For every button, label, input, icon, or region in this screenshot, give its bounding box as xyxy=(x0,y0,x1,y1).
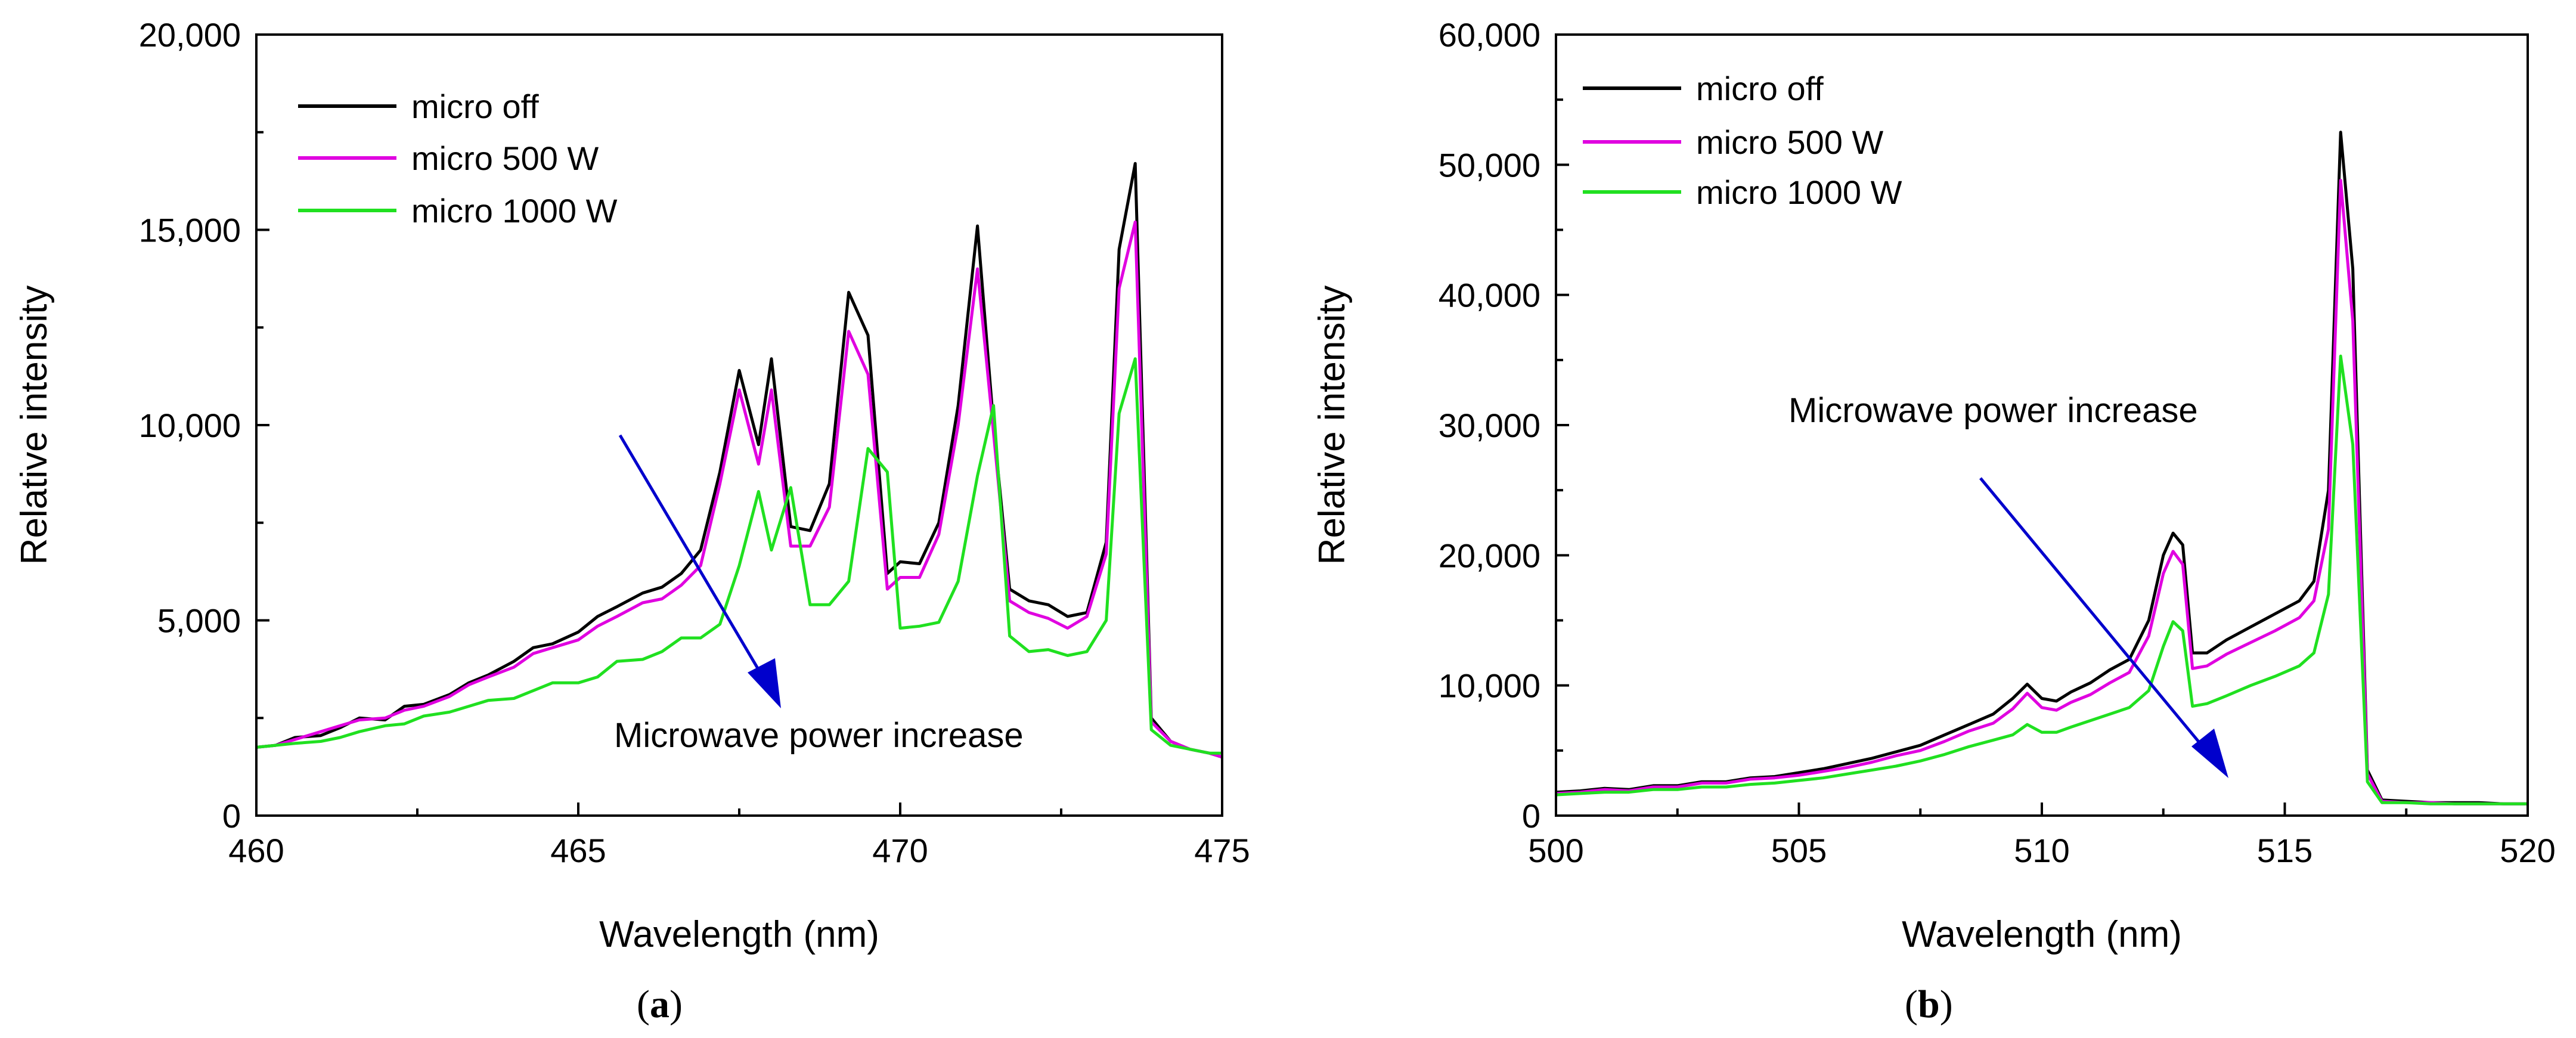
chart-b-legend-label-micro-500w: micro 500 W xyxy=(1696,123,1883,161)
chart-panel-a: 460 465 470 475 0 5,000 10,000 15,000 20,000 Wav… xyxy=(14,16,1250,1026)
chart-a-legend-label-micro-500w: micro 500 W xyxy=(411,140,599,177)
chart-b-xtick-label: 505 xyxy=(1771,832,1827,869)
chart-b-ytick-label: 40,000 xyxy=(1439,277,1540,314)
chart-a-annotation-text: Microwave power increase xyxy=(614,716,1024,755)
chart-a-ticks: 460 465 470 475 0 5,000 10,000 15,000 20,000 xyxy=(139,16,1250,869)
chart-b-legend-label-micro-1000w: micro 1000 W xyxy=(1696,173,1902,211)
chart-b-xtick-label: 500 xyxy=(1528,832,1583,869)
chart-b-xtick-label: 515 xyxy=(2257,832,2312,869)
chart-a-ytick-label: 5,000 xyxy=(157,602,241,640)
chart-a-line-micro-1000-w xyxy=(256,357,1222,755)
chart-a-ytick-label: 20,000 xyxy=(139,16,241,54)
chart-a-plot-frame xyxy=(255,33,1223,817)
chart-a-ytick-label: 15,000 xyxy=(139,212,241,249)
chart-b-legend-label-micro-off: micro off xyxy=(1696,70,1824,107)
chart-b-ticks: 500 505 510 515 520 0 10,000 20,000 30,000 40,000… xyxy=(1439,16,2556,869)
chart-b-line-micro-1000-w xyxy=(1555,354,2528,805)
chart-a-xlabel: Wavelength (nm) xyxy=(599,914,879,955)
chart-b-panel-caption: (b) xyxy=(1905,983,1953,1026)
chart-b-ytick-label: 30,000 xyxy=(1439,407,1540,444)
chart-a-line-micro-off xyxy=(256,162,1223,759)
chart-b-ytick-label: 20,000 xyxy=(1439,537,1540,574)
chart-b-annotation-arrow xyxy=(1979,477,2228,778)
chart-a-xtick-label: 470 xyxy=(872,832,928,869)
chart-b-xtick-label: 510 xyxy=(2014,832,2069,869)
chart-b-ytick-label: 0 xyxy=(1522,797,1540,835)
chart-a-legend: micro off micro 500 W micro 1000 W xyxy=(298,88,618,230)
chart-b-xtick-label: 520 xyxy=(2500,832,2555,869)
chart-b-series xyxy=(1555,131,2528,805)
chart-b-xlabel: Wavelength (nm) xyxy=(1902,914,2182,955)
chart-b-line-micro-off xyxy=(1555,131,2528,805)
chart-a-xtick-label: 475 xyxy=(1194,832,1250,869)
chart-a-xtick-label: 465 xyxy=(550,832,606,869)
chart-a-ytick-label: 0 xyxy=(222,797,241,835)
chart-a-ylabel: Relative intensity xyxy=(14,286,55,565)
chart-panel-b: 500 505 510 515 520 0 10,000 20,000 30,000 40,000… xyxy=(1312,16,2556,1026)
chart-a-legend-label-micro-off: micro off xyxy=(411,88,539,125)
chart-a-panel-caption: (a) xyxy=(637,983,683,1026)
chart-b-ytick-label: 60,000 xyxy=(1439,16,1540,54)
chart-a-xtick-label: 460 xyxy=(228,832,284,869)
chart-b-annotation-text: Microwave power increase xyxy=(1788,391,2198,430)
chart-b-line-micro-500-w xyxy=(1555,179,2528,805)
chart-a-legend-label-micro-1000w: micro 1000 W xyxy=(411,192,618,230)
chart-a-annotation-arrow xyxy=(618,434,781,708)
chart-b-ytick-label: 10,000 xyxy=(1439,667,1540,705)
chart-a-ytick-label: 10,000 xyxy=(139,407,241,444)
chart-a-line-micro-500-w xyxy=(256,220,1223,759)
chart-a-series xyxy=(256,162,1223,759)
chart-b-ytick-label: 50,000 xyxy=(1439,146,1540,184)
chart-b-ylabel: Relative intensity xyxy=(1312,286,1353,565)
chart-b-legend: micro off micro 500 W micro 1000 W xyxy=(1583,70,1902,211)
